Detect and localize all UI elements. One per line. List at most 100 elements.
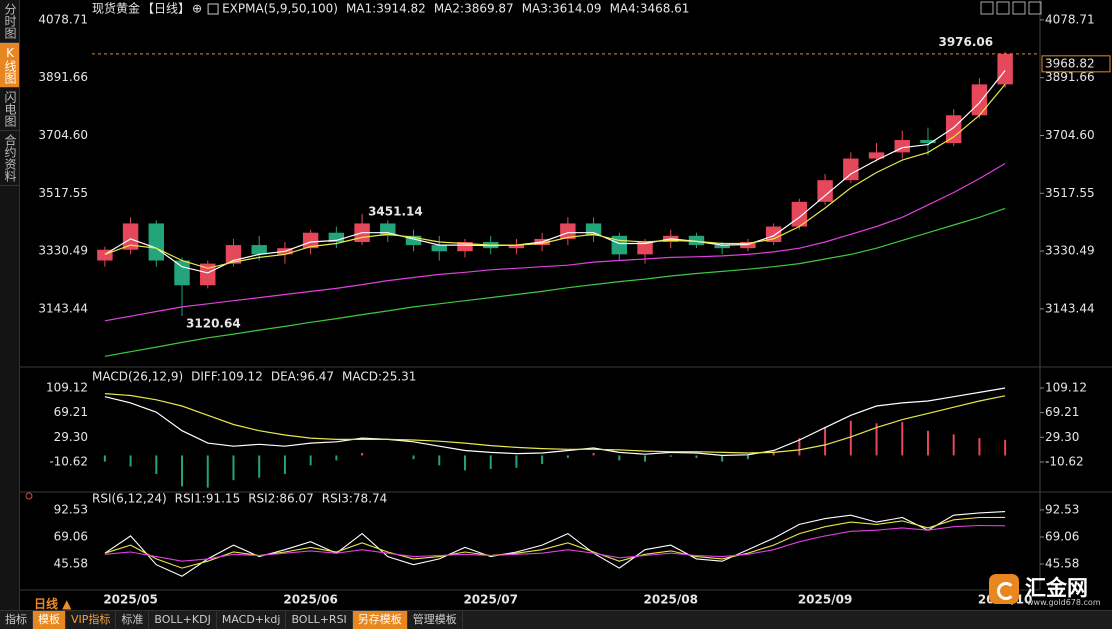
y-tick-label: 92.53 (1045, 502, 1079, 516)
x-tick-label: 2025/09 (798, 593, 852, 607)
candle-body (328, 232, 345, 242)
footer-tab[interactable]: MACD+kdj (217, 611, 287, 629)
side-tab[interactable]: 合约资料 (0, 131, 19, 186)
candle-body (688, 235, 705, 246)
footer-tab[interactable]: BOLL+KDJ (149, 611, 217, 629)
ma-line (104, 70, 1006, 274)
low-label: 3120.64 (186, 316, 241, 330)
button[interactable] (1012, 1, 1026, 15)
macd-line (104, 393, 1006, 454)
chart: 3143.44 3143.44 3330.49 3330.49 3517.55 3517.… (20, 0, 1112, 607)
candle-body (148, 223, 165, 261)
legend-label: MACD:25.31 (342, 370, 416, 384)
candle-body (997, 53, 1013, 85)
footer-tab[interactable]: BOLL+RSI (286, 611, 353, 629)
footer-tab[interactable]: 模板 (33, 611, 66, 629)
y-tick-label: 69.21 (1045, 405, 1079, 419)
ma-line (104, 207, 1006, 357)
y-tick-label: 3330.49 (1045, 244, 1095, 258)
high-label: 3976.06 (938, 35, 993, 49)
indicator-name: RSI(6,12,24) (92, 492, 167, 506)
candle-body (765, 226, 782, 242)
y-tick-label: 29.30 (54, 430, 88, 444)
legend-label: DEA:96.47 (271, 370, 334, 384)
settings-icon[interactable] (25, 492, 33, 500)
y-tick-label: -10.62 (49, 455, 88, 469)
candle-body (431, 245, 447, 252)
y-tick-label: 3517.55 (38, 186, 88, 200)
side-tab[interactable]: 闪电图 (0, 88, 19, 131)
button[interactable] (980, 1, 994, 15)
candle-body (637, 241, 653, 255)
indicator-icon (207, 3, 219, 15)
y-tick-label: 4078.71 (1045, 12, 1095, 26)
instrument-title: 现货黄金 (92, 1, 140, 16)
ma-line (104, 84, 1006, 269)
side-tab[interactable]: 分时图 (0, 0, 19, 43)
candle-body (508, 245, 525, 249)
candle-body (174, 260, 190, 286)
candle-body (868, 152, 885, 159)
footer-tab[interactable]: 标准 (116, 611, 150, 629)
logo-name: 汇金网 (1025, 576, 1088, 600)
y-tick-label: 29.30 (1045, 430, 1079, 444)
legend-label: RSI1:91.15 (175, 492, 241, 506)
y-tick-label: 92.53 (54, 502, 88, 516)
y-tick-label: 3330.49 (38, 244, 88, 258)
candle-body (122, 223, 139, 250)
y-tick-label: 3704.60 (1045, 128, 1095, 142)
rsi-line (104, 511, 1006, 577)
candle-body (843, 158, 859, 181)
footer-tab[interactable]: VIP指标 (66, 611, 117, 629)
button[interactable] (1028, 1, 1042, 15)
macd-line (104, 387, 1006, 457)
period-label: 【日线】 (142, 2, 190, 16)
footer-tabs: 指标 模板 VIP指标 标准 BOLL+KDJ MACD+kdj BOLL+RSI 另存模板管… (0, 610, 1112, 629)
rsi-line (104, 524, 1006, 562)
legend-label: MA2:3869.87 (434, 2, 514, 16)
y-tick-label: 3143.44 (1045, 301, 1095, 315)
button[interactable] (996, 1, 1010, 15)
candle-body (920, 140, 936, 144)
x-tick-label: 2025/06 (283, 593, 337, 607)
candle-body (817, 180, 833, 202)
candle-body (251, 245, 267, 255)
sidebar: 分时图 K线图 闪电图 合约资料 (0, 0, 20, 610)
y-tick-label: 69.06 (1045, 529, 1079, 543)
candle-body (560, 223, 576, 239)
legend-label: RSI2:86.07 (248, 492, 314, 506)
footer-tab[interactable]: 指标 (0, 611, 33, 629)
x-tick-label: 2025/05 (103, 593, 157, 607)
candle-body (302, 232, 319, 249)
ma-line (104, 162, 1006, 322)
y-tick-label: 3704.60 (38, 128, 88, 142)
y-tick-label: 45.58 (54, 557, 88, 571)
legend-label: DIFF:109.12 (191, 370, 263, 384)
last-price-label: 3968.82 (1045, 56, 1095, 70)
footer-tab[interactable]: 另存模板 (352, 611, 408, 629)
logo-icon (989, 574, 1019, 604)
add-icon: ⊕ (192, 2, 202, 16)
legend-label: MA4:3468.61 (610, 2, 690, 16)
candle-body (405, 235, 422, 246)
candle-body (714, 245, 730, 249)
period-selector[interactable]: 日线 ▲ (34, 597, 72, 611)
logo: 汇金网 www.gold678.com (987, 570, 1111, 610)
footer-tab[interactable]: 管理模板 (408, 611, 463, 629)
logo-url: www.gold678.com (1027, 598, 1101, 607)
y-tick-label: 109.12 (46, 380, 88, 394)
y-tick-label: 69.06 (54, 529, 88, 543)
y-tick-label: 4078.71 (38, 12, 88, 26)
y-tick-label: 69.21 (54, 405, 88, 419)
x-tick-label: 2025/08 (644, 593, 698, 607)
candle-body (457, 241, 473, 252)
side-tab[interactable]: K线图 (0, 43, 19, 88)
y-tick-label: -10.62 (1045, 455, 1084, 469)
legend-label: MA1:3914.82 (346, 2, 426, 16)
y-tick-label: 109.12 (1045, 380, 1087, 394)
candle-body (200, 263, 216, 286)
candle-body (97, 249, 113, 261)
y-tick-label: 45.58 (1045, 557, 1079, 571)
legend-label: MA3:3614.09 (522, 2, 602, 16)
